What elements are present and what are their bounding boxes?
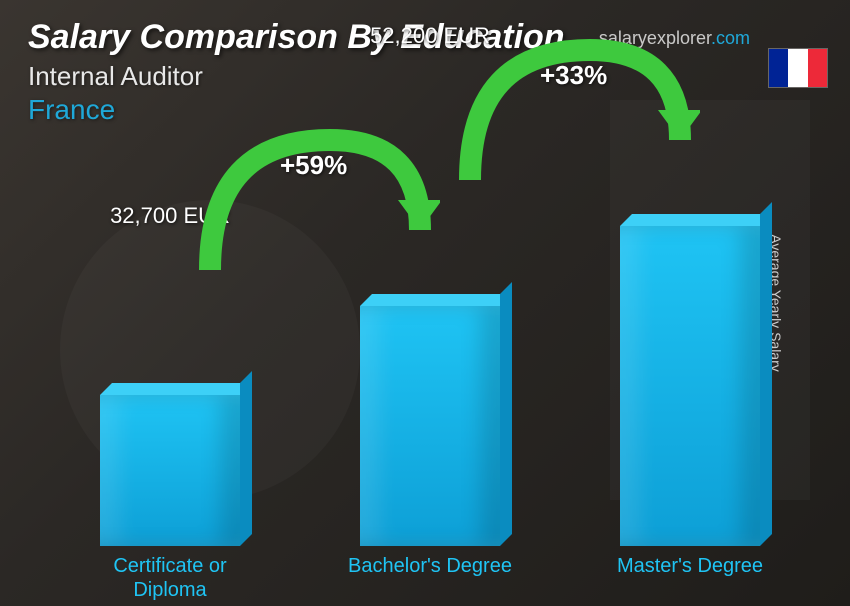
bar-rect [620, 226, 760, 546]
chart-area: 32,700 EUR Certificate or Diploma 52,200… [80, 180, 790, 546]
chart-container: Salary Comparison By Education Internal … [0, 0, 850, 606]
increase-pct: +33% [540, 60, 607, 91]
increase-pct: +59% [280, 150, 347, 181]
watermark-suffix: .com [711, 28, 750, 48]
bar-category: Certificate or Diploma [80, 554, 260, 602]
increase-arrow-2: +33% [440, 30, 700, 210]
bar-category: Master's Degree [600, 554, 780, 578]
increase-arrow-1: +59% [180, 120, 440, 300]
bar-bachelor: 52,200 EUR Bachelor's Degree [360, 306, 500, 546]
bar-category: Bachelor's Degree [340, 554, 520, 578]
country-flag-icon [768, 48, 828, 88]
flag-stripe-3 [808, 49, 827, 87]
bar-rect [100, 395, 240, 546]
flag-stripe-2 [788, 49, 807, 87]
bar-rect [360, 306, 500, 546]
bar-master: 69,500 EUR Master's Degree [620, 226, 760, 546]
flag-stripe-1 [769, 49, 788, 87]
bar-certificate: 32,700 EUR Certificate or Diploma [100, 395, 240, 546]
